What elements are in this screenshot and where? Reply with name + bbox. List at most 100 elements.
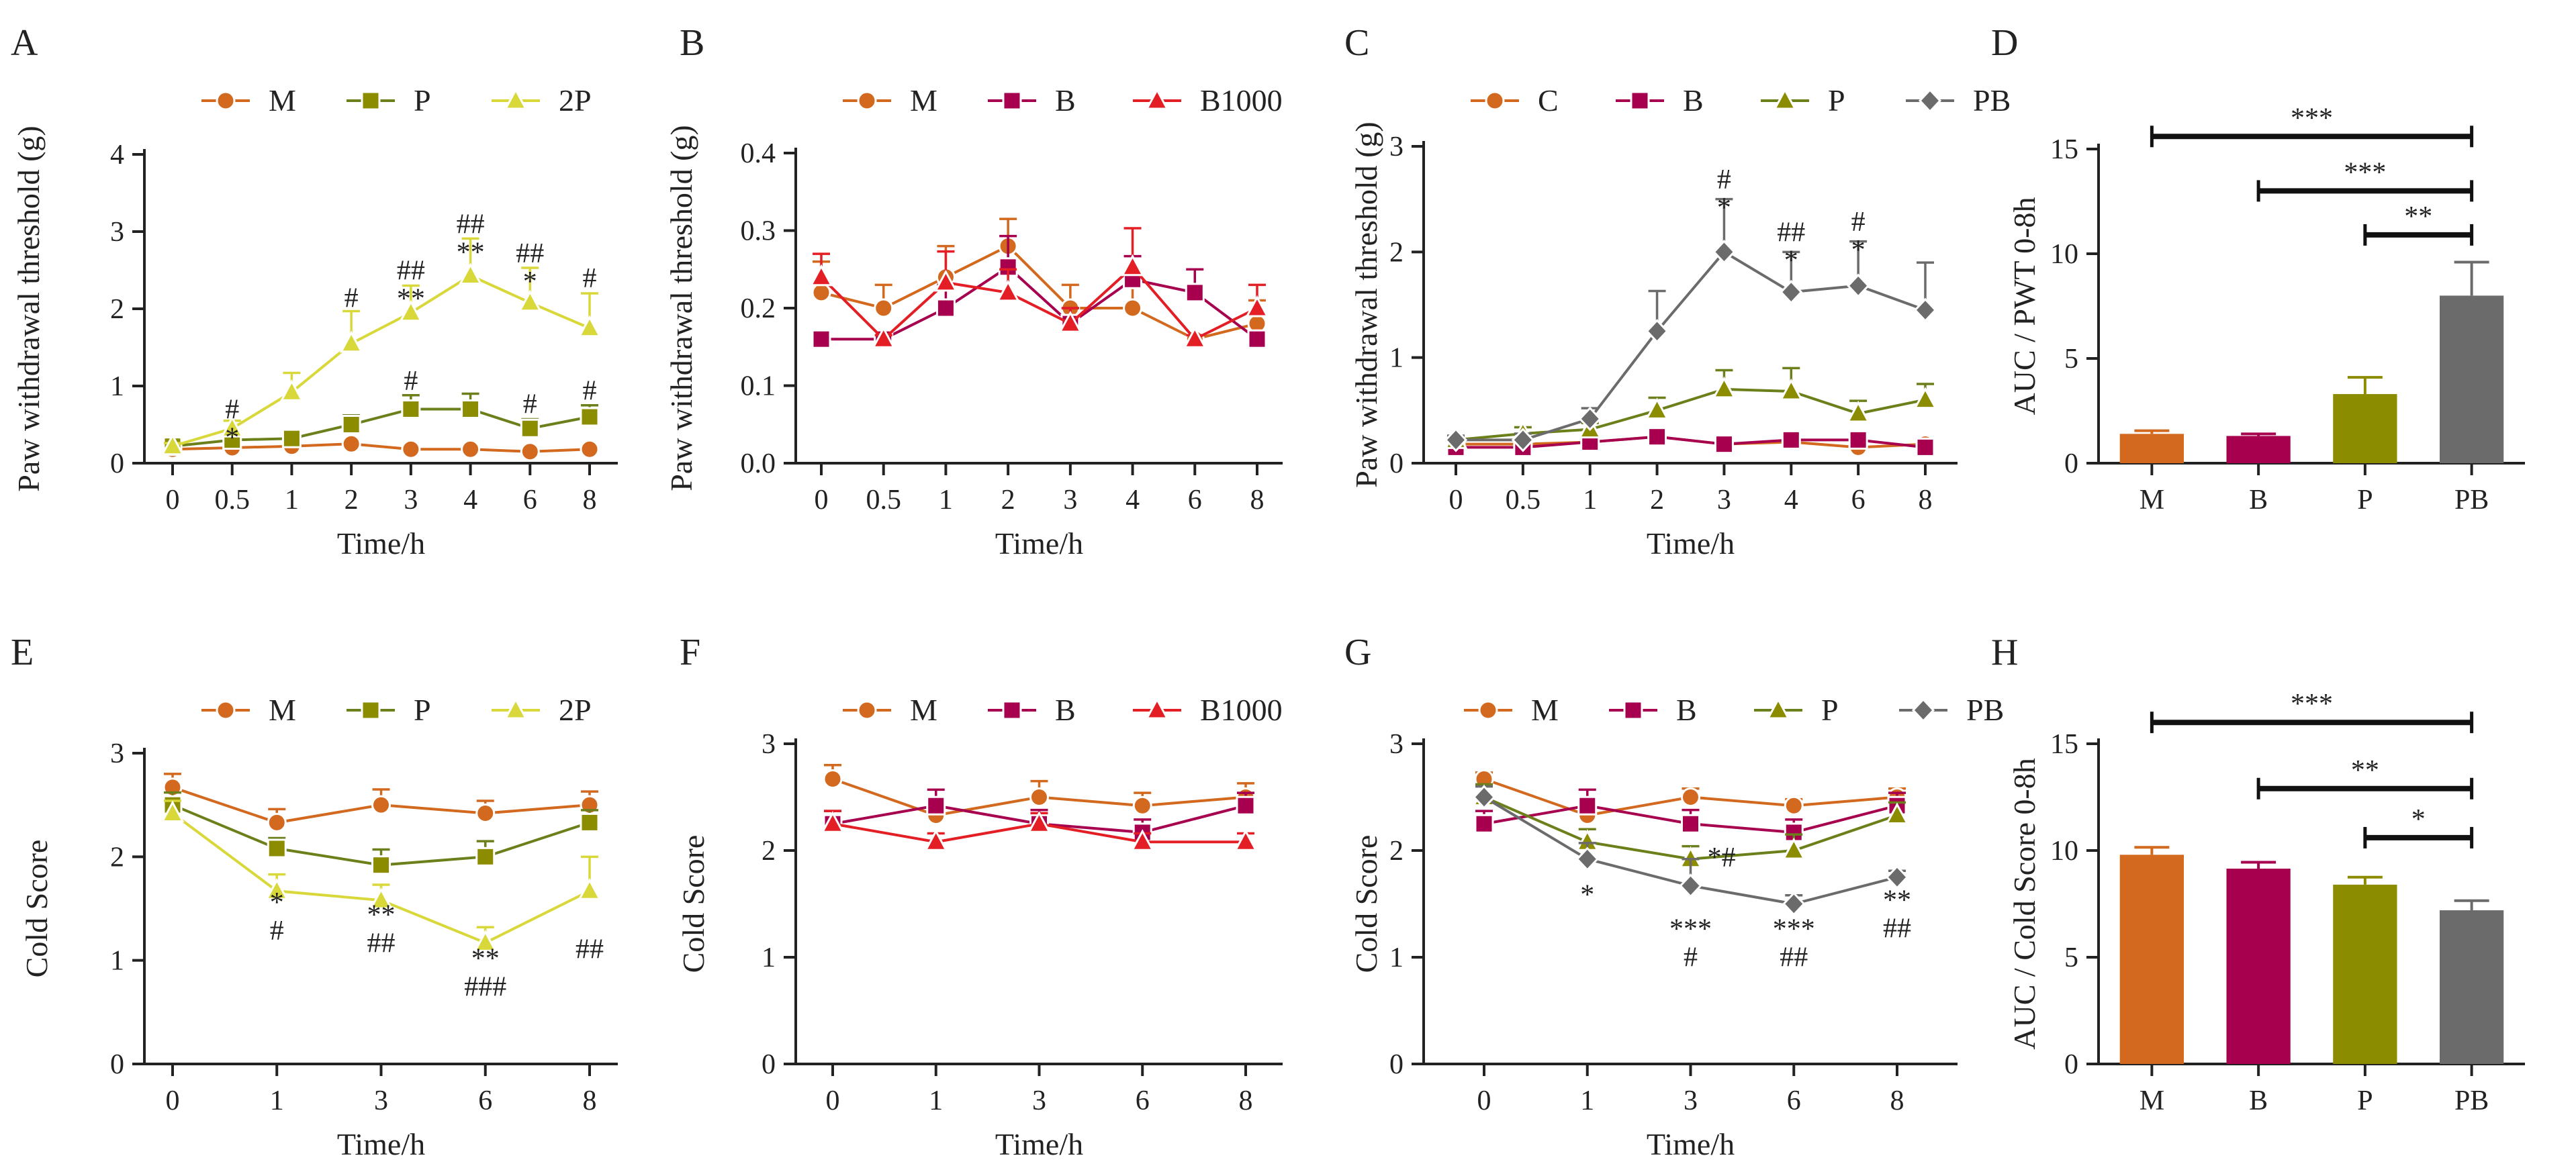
legend-label: M xyxy=(910,693,937,727)
x-tick-label: 3 xyxy=(1063,485,1077,516)
x-axis-label: Time/h xyxy=(337,1127,425,1161)
significance-mark: ## xyxy=(516,238,544,269)
bar xyxy=(2440,910,2504,1064)
data-point xyxy=(1779,378,1803,401)
axes xyxy=(143,149,618,465)
x-tick-label: 6 xyxy=(478,1085,492,1116)
data-point xyxy=(267,812,287,832)
data-point xyxy=(1444,428,1468,452)
x-tick-label: 1 xyxy=(270,1085,284,1116)
data-point xyxy=(473,930,498,952)
y-tick-label: 2 xyxy=(762,836,776,867)
x-tick-label: 8 xyxy=(583,1085,597,1116)
y-tick-label: 15 xyxy=(2050,729,2078,760)
bar xyxy=(2333,394,2397,463)
legend: M B B1000 xyxy=(843,83,1283,117)
significance-mark: ## xyxy=(1883,913,1911,944)
panel-letter: E xyxy=(11,632,34,673)
y-tick-label: 1 xyxy=(762,942,776,973)
bar xyxy=(2440,295,2504,463)
data-point xyxy=(1913,297,1937,323)
legend-label: 2P xyxy=(559,83,592,117)
series-line xyxy=(172,274,590,448)
significance-mark: ** xyxy=(397,283,425,314)
x-tick-label: 2 xyxy=(1650,485,1664,516)
data-point xyxy=(821,811,845,833)
data-point xyxy=(265,878,289,900)
data-point xyxy=(160,433,185,456)
x-tick-label: 3 xyxy=(374,1085,388,1116)
data-point xyxy=(1245,295,1269,318)
data-point xyxy=(401,399,421,419)
data-point xyxy=(1183,326,1207,348)
y-tick-label: 10 xyxy=(2050,239,2078,270)
x-tick-label: 0 xyxy=(815,485,829,516)
series-B xyxy=(1474,788,1907,842)
data-point xyxy=(475,846,496,867)
data-point xyxy=(461,439,481,459)
y-tick-label: 1 xyxy=(1389,343,1404,374)
x-tick-label: 6 xyxy=(1188,485,1202,516)
x-tick-label: P xyxy=(2357,485,2373,516)
data-point xyxy=(1130,829,1154,851)
data-point xyxy=(341,415,361,434)
y-tick-label: 0 xyxy=(2064,448,2078,479)
data-point xyxy=(933,269,958,292)
data-point xyxy=(371,855,391,875)
panel-letter: B xyxy=(680,22,704,64)
y-axis-label: Cold Score xyxy=(676,835,710,973)
legend-label: B1000 xyxy=(1200,83,1283,117)
y-axis-label: Paw withdrawal threshold (g) xyxy=(11,126,46,492)
data-point xyxy=(811,283,831,303)
y-axis-label: Paw withdrawal threshold (g) xyxy=(1349,122,1383,488)
y-axis-label: AUC / Cold Score 0-8h xyxy=(2007,758,2041,1049)
legend-marker xyxy=(1911,697,1935,723)
data-point xyxy=(475,804,496,824)
legend-marker xyxy=(504,87,528,110)
series-line xyxy=(1455,387,1926,442)
y-tick-label: 5 xyxy=(2064,942,2078,973)
significance-label: *** xyxy=(2291,689,2333,720)
panel-B: B 0.0 0.1 0.2 0.3 0.4 Paw withdrawal threshold… xyxy=(664,22,1283,561)
data-point xyxy=(1578,406,1602,432)
legend-marker xyxy=(216,700,236,720)
legend-marker xyxy=(857,91,877,111)
data-point xyxy=(267,838,287,859)
series-PB xyxy=(1444,197,1937,452)
legend-label: P xyxy=(1821,693,1839,727)
legend-marker xyxy=(1145,87,1169,110)
x-tick-label: 4 xyxy=(1125,485,1140,516)
significance-label: * xyxy=(2411,804,2426,835)
legend-label: P xyxy=(414,693,431,727)
x-tick-label: 2 xyxy=(344,485,359,516)
y-axis-label: Paw withdrawal threshold (g) xyxy=(664,125,698,491)
y-tick-label: 1 xyxy=(1389,942,1404,973)
x-tick-label: 1 xyxy=(1583,485,1597,516)
y-tick-label: 0.1 xyxy=(741,371,776,402)
x-axis-label: Time/h xyxy=(995,1127,1083,1161)
significance-mark: ** xyxy=(367,900,396,931)
data-point xyxy=(580,407,600,427)
legend-label: PB xyxy=(1966,693,2004,727)
y-tick-label: 5 xyxy=(2064,344,2078,375)
y-axis-label: AUC / PWT 0-8h xyxy=(2007,197,2041,416)
data-point xyxy=(1712,376,1736,399)
legend-marker xyxy=(1002,91,1022,111)
x-tick-label: M xyxy=(2140,485,2164,516)
significance-mark: ## xyxy=(397,255,425,286)
data-point xyxy=(1781,430,1801,450)
significance-mark: *** xyxy=(1773,914,1815,944)
series-line xyxy=(821,244,1258,341)
y-tick-label: 0 xyxy=(110,1049,124,1080)
legend-marker xyxy=(1773,87,1797,110)
legend: C B P PB xyxy=(1471,83,2011,117)
significance-mark: * xyxy=(225,422,239,453)
data-point xyxy=(1714,434,1734,454)
significance-mark: # xyxy=(404,366,418,397)
x-tick-label: 3 xyxy=(1032,1085,1046,1116)
x-tick-label: 6 xyxy=(1787,1085,1801,1116)
x-axis-label: Time/h xyxy=(1647,526,1735,561)
